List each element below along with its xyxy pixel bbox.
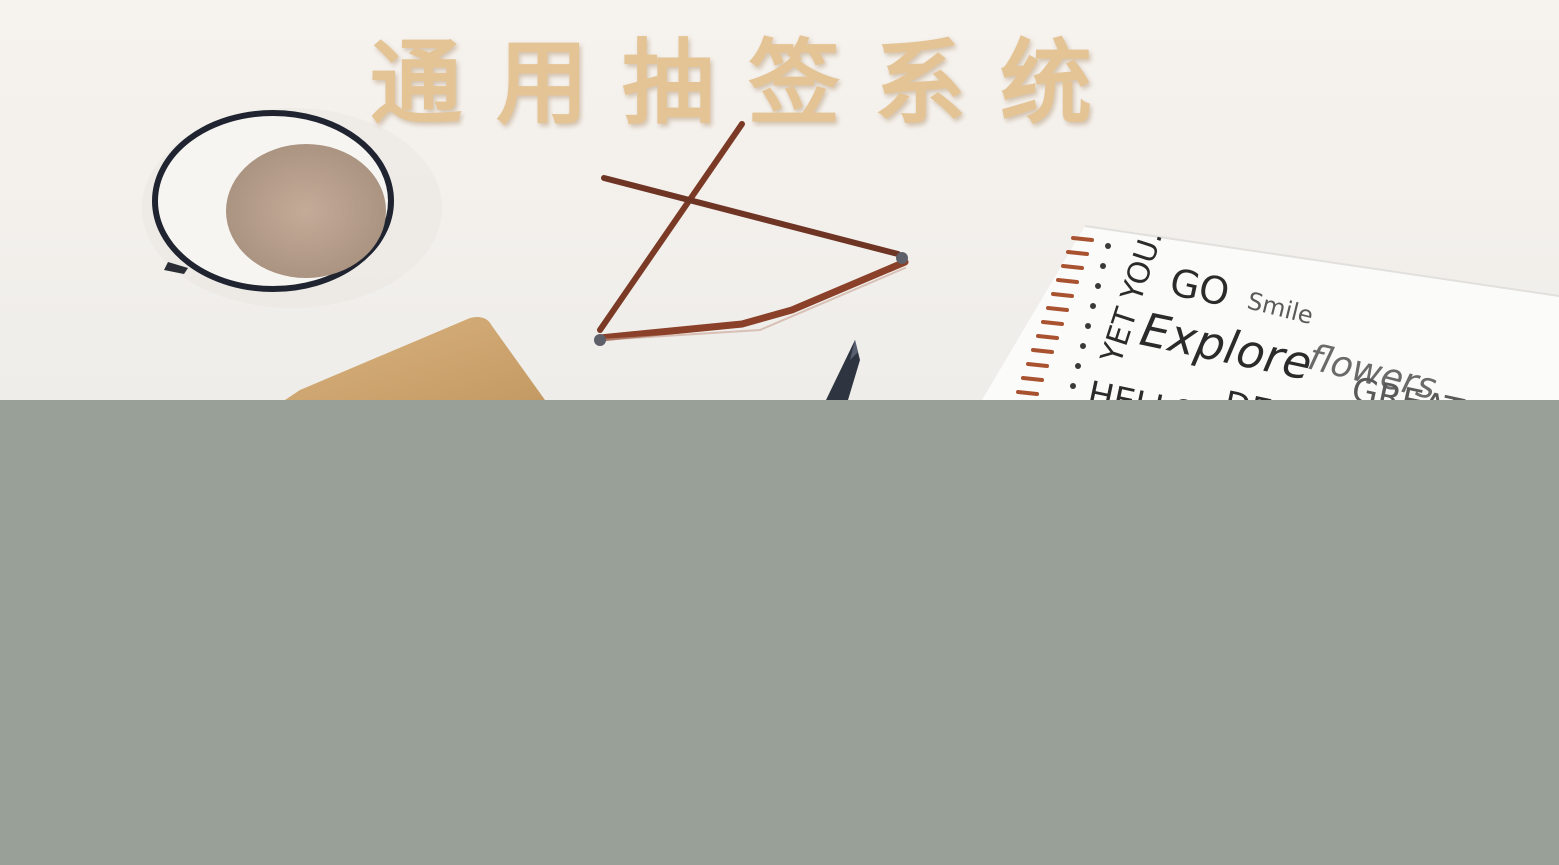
eyeglasses-icon: [594, 121, 909, 346]
coffee-cup-icon: [142, 108, 442, 308]
banner-illustration: YET YOU. GO Smile Explore flowers HELLO!…: [142, 108, 1559, 400]
pen-icon: [826, 340, 860, 400]
main-content-area: [0, 400, 1559, 865]
spiral-notebook-icon: YET YOU. GO Smile Explore flowers HELLO!…: [982, 225, 1559, 400]
header-banner: YET YOU. GO Smile Explore flowers HELLO!…: [0, 0, 1559, 400]
page-title: 通用抽签系统: [370, 29, 1127, 137]
kraft-notebook-icon: [285, 317, 545, 400]
